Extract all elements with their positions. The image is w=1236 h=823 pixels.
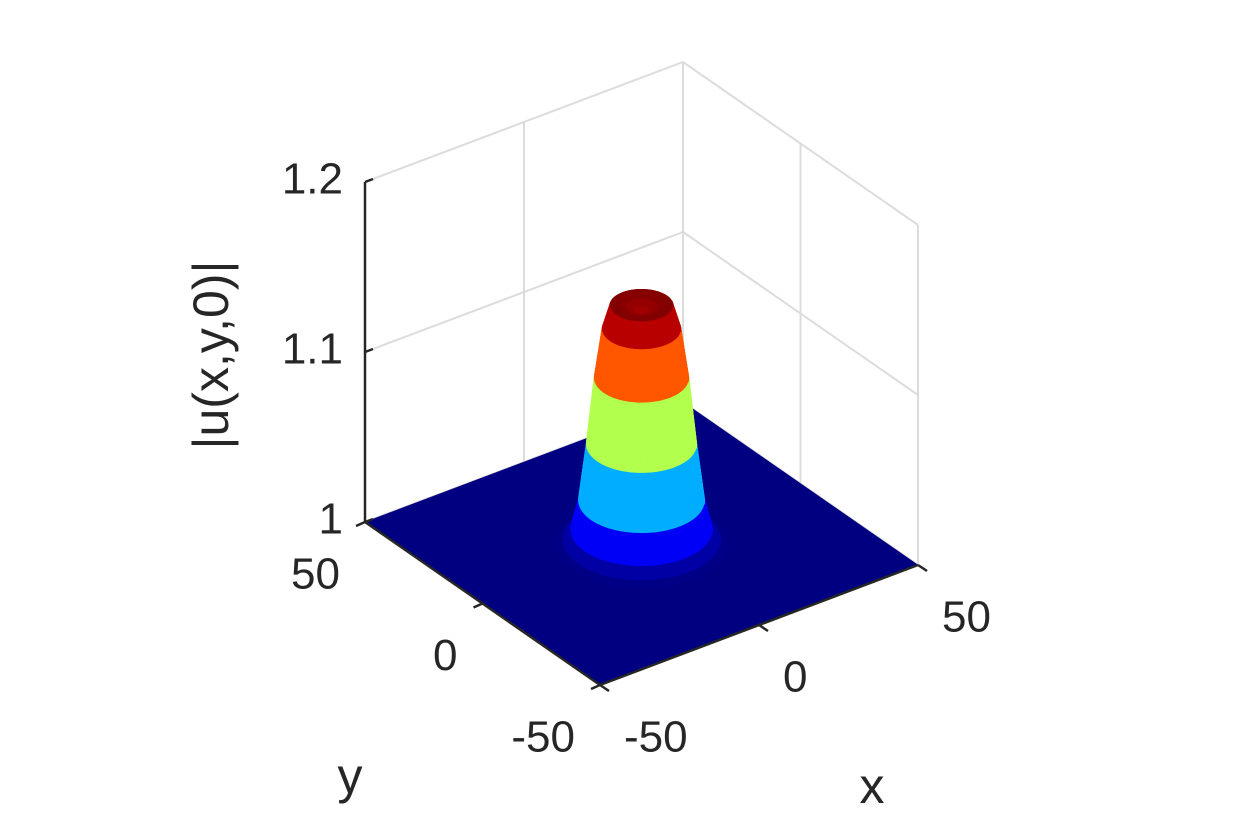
- z-tick: [364, 347, 374, 354]
- x-tick-label: -50: [624, 713, 688, 762]
- x-tick: [758, 623, 769, 633]
- z-axis-label: |u(x,y,0)|: [183, 261, 239, 450]
- surface-patch: [727, 539, 745, 544]
- grid-line: [682, 61, 919, 226]
- z-tick-label: 1.2: [282, 155, 343, 204]
- grid-line: [364, 231, 684, 353]
- y-tick-label: 0: [433, 631, 457, 680]
- z-tick-label: 1: [319, 495, 343, 544]
- grid-line: [682, 231, 919, 396]
- surface-patch: [638, 580, 646, 589]
- surface-patch: [639, 533, 645, 567]
- y-tick-label: -50: [511, 713, 575, 762]
- x-axis-label: x: [860, 758, 885, 814]
- x-tick: [917, 563, 928, 573]
- surface-patch: [639, 565, 646, 581]
- y-tick-label: 50: [291, 550, 340, 599]
- z-tick-label: 1.1: [282, 325, 343, 374]
- surface-patch: [639, 349, 644, 404]
- surface-patch: [624, 587, 634, 597]
- surface-patch: [639, 402, 645, 474]
- y-axis-label: y: [338, 748, 363, 804]
- surface-patch: [643, 402, 649, 474]
- x-tick-label: 50: [942, 593, 991, 642]
- surface-patch: [644, 565, 651, 581]
- y-tick: [355, 520, 366, 528]
- z-tick: [364, 517, 374, 524]
- surface-patch: [643, 472, 649, 534]
- surface-patch: [629, 532, 636, 567]
- y-tick: [472, 602, 484, 609]
- y-tick: [590, 683, 601, 691]
- z-tick: [364, 177, 374, 184]
- surface-patch: [626, 579, 635, 589]
- surface-patch: [643, 532, 650, 567]
- x-tick: [599, 683, 610, 693]
- surface-patch: [644, 580, 652, 589]
- surface-patch: [628, 565, 635, 581]
- x-tick-label: 0: [783, 653, 807, 702]
- surface-patch: [638, 587, 647, 597]
- grid-line: [364, 61, 684, 183]
- surface-patch: [639, 472, 645, 534]
- surface-patch: [538, 539, 555, 545]
